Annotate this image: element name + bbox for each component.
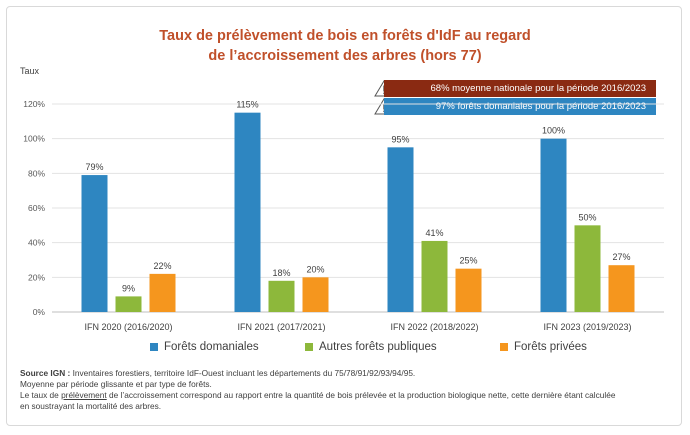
data-label: 115%: [236, 100, 258, 110]
chart-title-line-2: de l’accroissement des arbres (hors 77): [208, 48, 482, 64]
bar: [149, 273, 176, 312]
legend-item-autres-publiques: Autres forêts publiques: [305, 341, 437, 353]
data-label: 9%: [122, 283, 135, 293]
data-label: 100%: [542, 126, 565, 136]
chart-title-line-1: Taux de prélèvement de bois en forêts d'…: [159, 28, 531, 44]
y-tick-label: 0%: [33, 307, 46, 317]
x-tick-label: IFN 2023 (2019/2023): [543, 322, 631, 332]
x-tick-label: IFN 2021 (2017/2021): [237, 322, 325, 332]
y-tick-label: 20%: [28, 272, 45, 282]
legend-label: Autres forêts publiques: [319, 341, 437, 353]
bar: [268, 280, 295, 312]
source-line: Source IGN : Inventaires forestiers, ter…: [20, 368, 670, 379]
x-tick-label: IFN 2022 (2018/2022): [390, 322, 478, 332]
legend-item-privees: Forêts privées: [500, 341, 587, 353]
bar: [540, 138, 567, 312]
definition-line-2: en soustrayant la mortalité des arbres.: [20, 401, 162, 411]
x-tick-labels: IFN 2020 (2016/2020) IFN 2021 (2017/2021)…: [84, 322, 631, 332]
source-label: Source IGN :: [20, 368, 71, 378]
data-labels: 79% 9% 22% 115% 18% 20% 95% 41% 25% 100% 50% 27%: [85, 100, 630, 294]
legend-swatch: [305, 342, 313, 351]
legend-label: Forêts privées: [514, 341, 587, 353]
legend-swatch: [500, 342, 508, 351]
y-tick-label: 120%: [23, 99, 45, 109]
y-tick-label: 40%: [28, 238, 45, 248]
legend-swatch: [150, 342, 158, 351]
chart-frame: [6, 6, 682, 426]
bar: [81, 175, 108, 312]
bar: [302, 277, 329, 312]
bar: [455, 268, 482, 312]
data-label: 18%: [272, 268, 290, 278]
national-average-banner: 68% moyenne nationale pour la période 20…: [384, 80, 656, 97]
bar: [234, 112, 261, 313]
domanial-average-banner: 97% forêts domaniales pour la période 20…: [384, 98, 656, 115]
data-label: 22%: [153, 261, 171, 271]
legend-label: Forêts domaniales: [164, 341, 259, 353]
data-label: 27%: [612, 252, 630, 262]
data-label: 95%: [391, 134, 409, 144]
bar: [115, 296, 142, 312]
chart-title: Taux de prélèvement de bois en forêts d'…: [0, 26, 690, 66]
legend: Forêts domaniales Autres forêts publique…: [0, 341, 690, 355]
data-label: 25%: [459, 256, 477, 266]
x-tick-label: IFN 2020 (2016/2020): [84, 322, 172, 332]
data-label: 20%: [306, 264, 324, 274]
y-tick-label: 100%: [23, 134, 45, 144]
method-line: Moyenne par période glissante et par typ…: [20, 379, 212, 389]
y-tick-labels: 0% 20% 40% 60% 80% 100% 120%: [23, 99, 45, 317]
source-text: Inventaires forestiers, territoire IdF-O…: [70, 368, 416, 378]
source-notes: Source IGN : Inventaires forestiers, ter…: [20, 368, 670, 412]
definition-pre: Le taux de: [20, 390, 62, 400]
bar: [387, 147, 414, 312]
y-tick-label: 80%: [28, 168, 45, 178]
bar: [608, 265, 635, 312]
definition-line: Le taux de prélèvement de l’accroissemen…: [20, 390, 670, 401]
definition-post: de l’accroissement correspond au rapport…: [106, 390, 616, 400]
data-label: 79%: [85, 162, 103, 172]
definition-underlined: prélèvement: [61, 390, 107, 400]
data-label: 41%: [425, 228, 443, 238]
bar: [421, 240, 448, 312]
y-axis-title: Taux: [20, 66, 40, 76]
gridlines: [52, 103, 664, 313]
y-tick-label: 60%: [28, 203, 45, 213]
bar-chart: 0% 20% 40% 60% 80% 100% 120% 79% 9% 22% 115% 18% 20…: [23, 99, 664, 332]
bars: [81, 112, 635, 313]
legend-item-domaniales: Forêts domaniales: [150, 341, 259, 353]
data-label: 50%: [578, 212, 596, 222]
bar: [574, 225, 601, 312]
